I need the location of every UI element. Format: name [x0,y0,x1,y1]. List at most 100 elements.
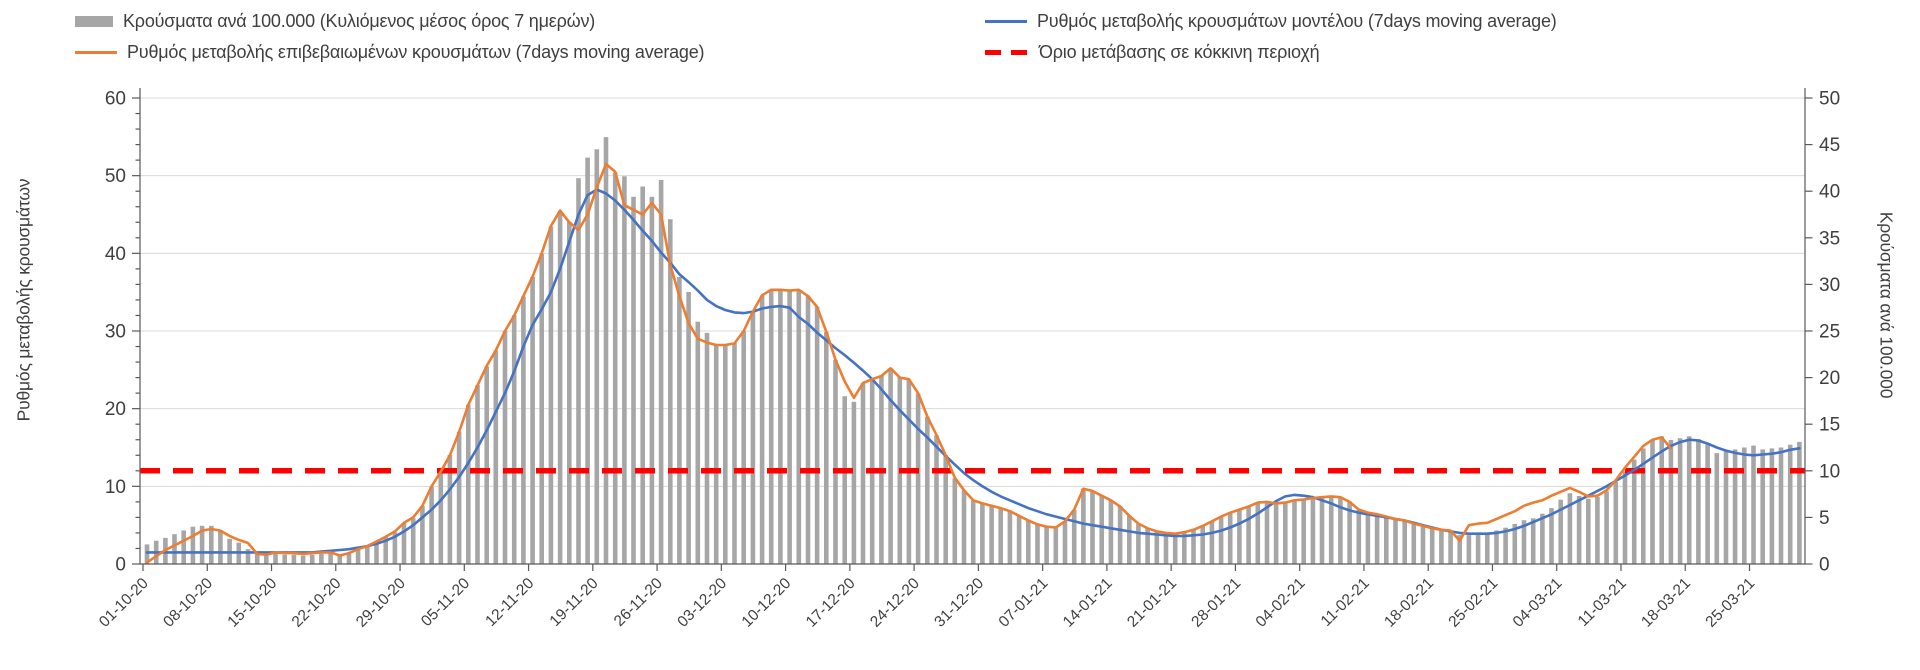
y-right-tick-label: 5 [1819,508,1830,529]
bar [842,396,847,564]
bar [1429,528,1435,564]
bar [254,552,260,564]
bar [998,508,1003,564]
x-tick-label: 12-11-20 [482,575,537,630]
y-left-tick-label: 50 [105,166,126,187]
x-tick-label: 01-10-20 [96,575,152,631]
bar [209,525,214,564]
bar [649,196,655,565]
gridlines [140,97,1805,487]
axes [132,88,1813,571]
bar [943,455,948,564]
x-tick-label: 03-12-20 [674,575,730,631]
bar [1071,509,1077,564]
bar [1292,500,1297,564]
x-tick-label: 07-01-21 [996,575,1052,631]
bar [970,500,976,564]
x-tick-label: 25-02-21 [1445,575,1501,631]
bar [1402,520,1407,564]
bar [796,290,802,564]
cases-bars-series [144,137,1802,565]
bar [1319,496,1325,564]
bar [934,435,939,564]
x-tick-label: 17-12-20 [803,575,859,631]
bar [392,532,398,564]
y-left-tick-label: 30 [105,322,126,343]
bar [1576,496,1582,564]
bar [346,553,352,564]
y-right-tick-label: 45 [1819,135,1840,156]
orange-line-swatch-icon [75,50,117,54]
bar [915,393,921,564]
bar [557,210,563,565]
legend-item-confirmed-rate: Ρυθμός μεταβολής επιβεβαιωμένων κρουσμάτ… [75,40,705,64]
bar [273,551,278,564]
blue-line-swatch-icon [985,19,1027,23]
bar [1154,531,1160,564]
bar [658,180,664,564]
bar [768,290,774,564]
model-line [145,188,1801,554]
bar [511,315,517,564]
bar [245,549,251,564]
bar [961,490,967,564]
bar [759,295,765,564]
y-right-tick-label: 50 [1819,89,1840,110]
bar [144,544,150,564]
bar [1787,444,1793,564]
bar [1705,444,1710,564]
bar [264,552,269,564]
x-tick-label: 26-11-20 [611,575,666,630]
bar [686,291,691,564]
bar [548,226,554,564]
bar [181,530,186,564]
bar [668,219,673,564]
bar [622,176,627,565]
bar [309,554,315,564]
bar [1347,501,1352,564]
bar [1457,535,1462,564]
bar [1035,524,1040,564]
bar [1641,448,1646,564]
y-left-tick-label: 60 [105,89,126,110]
legend-item-red-zone-threshold: Όριο μετάβασης σε κόκκινη περιοχή [985,40,1320,64]
bar [1567,493,1573,564]
bar [1613,482,1619,564]
x-tick-label: 31-12-20 [931,575,987,631]
bar [172,534,177,564]
bar [521,296,526,564]
bar [1439,529,1444,564]
bar [475,385,480,564]
bar [1026,520,1031,564]
bar [1797,441,1802,564]
bar [1227,512,1233,564]
bar [1466,535,1472,564]
bar [567,222,572,564]
y-right-tick-label: 40 [1819,182,1840,203]
bar [1751,445,1756,564]
bar [1604,491,1609,564]
bar [530,276,535,564]
bar [300,555,306,564]
y-right-tick-label: 30 [1819,275,1840,296]
y-right-tick-label: 25 [1819,322,1840,343]
x-tick-label: 28-01-21 [1188,575,1244,631]
x-tick-label: 04-02-21 [1253,575,1309,631]
x-tick-label: 10-12-20 [739,575,795,631]
bar [576,178,581,564]
bar [1485,533,1490,564]
x-tick-label: 19-11-20 [547,575,602,630]
bar [1127,515,1132,564]
bar [750,311,756,564]
y-right-tick-label: 0 [1819,555,1830,576]
y-left-tick-label: 10 [105,477,126,498]
x-tick-label: 05-11-20 [418,575,473,630]
red-dash-swatch-icon [985,49,1029,55]
bar [1696,439,1701,564]
bar [1273,503,1279,564]
x-tick-label: 22-10-20 [289,575,345,631]
bar [282,554,287,564]
y-left-tick-label: 20 [105,399,126,420]
bar [374,541,379,564]
bar [1007,510,1013,564]
